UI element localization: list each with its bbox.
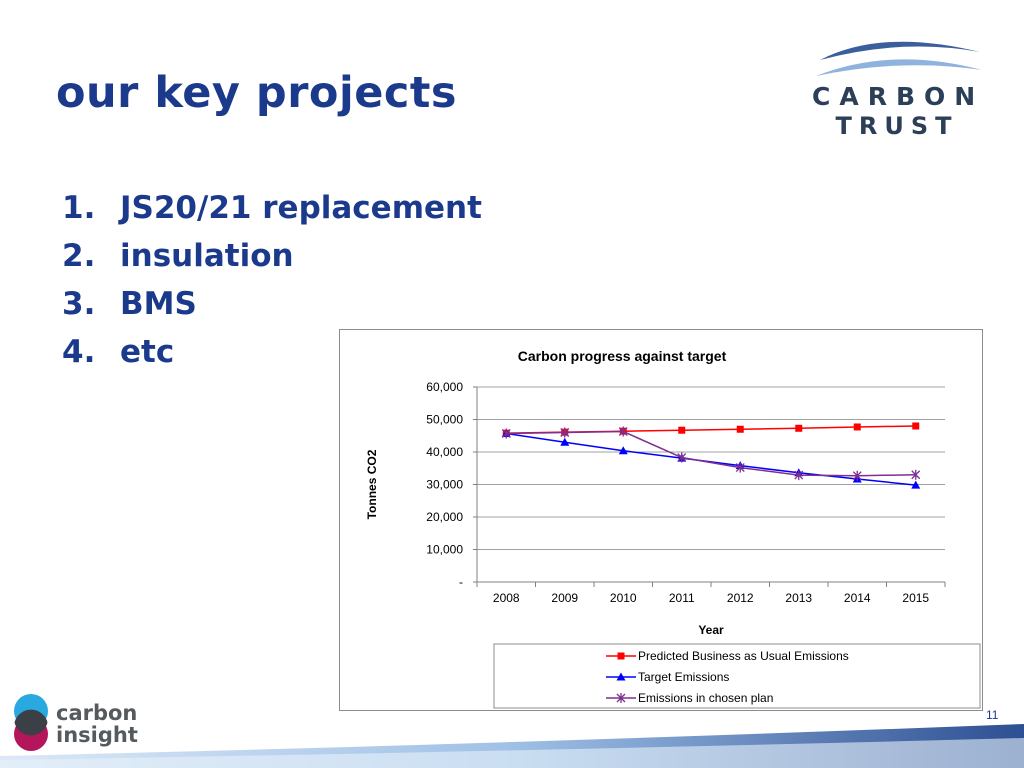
data-point-plan [618, 426, 628, 437]
project-item: 1. JS20/21 replacement [62, 186, 482, 234]
project-number: 1. [62, 190, 96, 226]
y-tick-label: - [459, 575, 463, 589]
project-number: 3. [62, 286, 96, 322]
legend-label-target: Target Emissions [638, 670, 729, 684]
slide-title: our key projects [56, 68, 458, 118]
carbon-insight-circles-icon [14, 694, 48, 751]
carbon-insight-word-1: carbon [56, 701, 138, 725]
page-number: 11 [986, 708, 999, 722]
project-item: 3. BMS [62, 282, 482, 330]
carbon-progress-chart: Carbon progress against target - 10,000 20,… [365, 348, 981, 709]
carbon-insight-word-2: insight [56, 723, 138, 747]
y-axis-label: Tonnes CO2 [365, 449, 379, 519]
data-point-bau [853, 423, 861, 431]
data-point-plan [560, 427, 570, 438]
y-tick-label: 50,000 [426, 413, 463, 427]
legend-label-plan: Emissions in chosen plan [638, 691, 773, 705]
x-tick-label: 2009 [551, 591, 578, 605]
data-point-bau [912, 422, 920, 430]
carbon-trust-word-2: TRUST [835, 112, 959, 140]
y-tick-label: 20,000 [426, 510, 463, 524]
carbon-trust-swoosh-icon [816, 41, 982, 76]
project-number: 2. [62, 238, 96, 274]
x-tick-label: 2008 [493, 591, 520, 605]
data-point-plan [677, 452, 687, 463]
y-tick-label: 40,000 [426, 445, 463, 459]
data-point-plan [735, 462, 745, 473]
chart-frame: Carbon progress against target - 10,000 20,… [339, 329, 983, 711]
data-point-plan [911, 469, 921, 480]
x-tick-label: 2011 [669, 591, 695, 605]
project-label: JS20/21 replacement [120, 190, 482, 226]
project-list: 1. JS20/21 replacement 2. insulation 3. BMS… [62, 186, 482, 378]
project-item: 2. insulation [62, 234, 482, 282]
project-number: 4. [62, 334, 96, 370]
data-point-plan [501, 428, 511, 439]
legend-marker-plan [616, 693, 626, 703]
legend-marker-bau [617, 652, 625, 660]
data-point-bau [678, 426, 686, 434]
carbon-insight-logo: carbon insight [10, 690, 150, 754]
x-tick-label: 2010 [610, 591, 637, 605]
project-label: etc [120, 334, 175, 370]
x-tick-label: 2015 [902, 591, 929, 605]
carbon-trust-word-1: CARBON [812, 82, 985, 111]
project-label: insulation [120, 238, 294, 274]
project-label: BMS [120, 286, 197, 322]
data-point-bau [736, 425, 744, 433]
x-tick-label: 2014 [844, 591, 871, 605]
carbon-trust-logo: CARBON TRUST [812, 30, 992, 140]
chart-title: Carbon progress against target [518, 348, 727, 364]
series-line-target [506, 432, 916, 486]
data-point-target [560, 437, 570, 446]
data-point-target [618, 446, 628, 455]
data-point-plan [794, 470, 804, 481]
legend-marker-target [616, 672, 626, 681]
y-tick-label: 10,000 [426, 543, 463, 557]
x-axis-label: Year [698, 623, 724, 637]
x-tick-label: 2012 [727, 591, 754, 605]
legend-box [493, 643, 981, 709]
data-point-plan [852, 470, 862, 481]
y-tick-label: 60,000 [426, 380, 463, 394]
data-point-bau [795, 424, 803, 432]
data-point-target [911, 480, 921, 489]
series-line-plan [506, 430, 916, 477]
x-tick-label: 2013 [785, 591, 812, 605]
project-item: 4. etc [62, 330, 482, 378]
bottom-wave-band [0, 724, 1024, 768]
y-tick-label: 30,000 [426, 478, 463, 492]
legend-label-bau: Predicted Business as Usual Emissions [638, 649, 849, 663]
